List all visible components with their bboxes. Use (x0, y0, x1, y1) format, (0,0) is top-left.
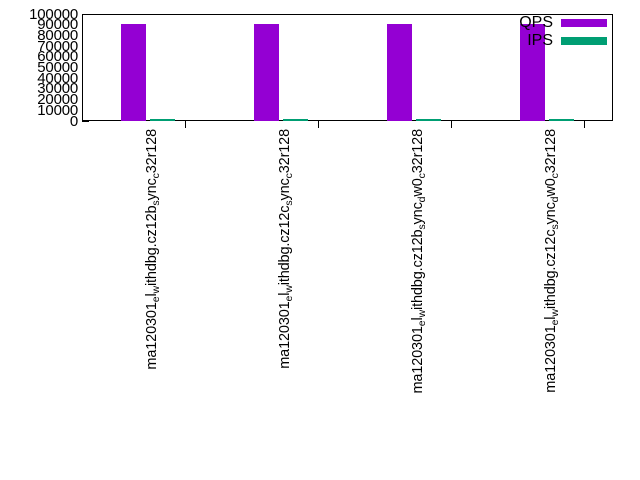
y-tick-mark (82, 121, 89, 122)
y-axis-tick-labels: 0 10000 20000 30000 40000 50000 60000 70000 8000… (0, 0, 78, 480)
legend-item: IPS (503, 32, 611, 50)
y-tick-label: 0 (69, 112, 78, 130)
bar-ips (415, 118, 441, 121)
bar-ips (150, 119, 176, 121)
y-tick-label: 30000 (37, 80, 78, 98)
y-tick-label: 20000 (37, 91, 78, 109)
x-category-label: ma120301elwithdbg.cz12csyncdw0c32r128 (542, 129, 561, 393)
x-category-label: ma120301elwithdbg.cz12bsyncc32r128 (144, 129, 162, 370)
legend-item: QPS (503, 14, 611, 32)
chart-legend: QPS IPS (503, 14, 611, 50)
bar-qps (121, 24, 147, 121)
y-tick-label: 40000 (37, 69, 78, 87)
bar-qps (254, 23, 280, 121)
y-tick-label: 90000 (37, 16, 78, 34)
x-tick-mark (583, 121, 585, 128)
legend-color-swatch (561, 37, 607, 45)
y-tick-label: 50000 (37, 59, 78, 76)
bar-ips (548, 119, 574, 121)
y-tick-label: 10000 (37, 101, 78, 119)
bar-qps (519, 23, 545, 121)
y-tick-label: 100000 (29, 5, 78, 23)
y-tick-label: 60000 (37, 48, 78, 66)
legend-color-swatch (561, 19, 607, 27)
x-category-label: ma120301elwithdbg.cz12bsyncdw0c32r128 (409, 129, 428, 394)
x-tick-mark (185, 121, 187, 128)
bar-qps (386, 24, 412, 121)
x-category-label: ma120301elwithdbg.cz12csyncc32r128 (277, 129, 295, 369)
x-tick-mark (450, 121, 452, 128)
legend-label: QPS (519, 14, 553, 31)
bar-ips (283, 118, 309, 121)
y-tick-label: 70000 (37, 37, 78, 55)
legend-label: IPS (527, 32, 553, 49)
x-tick-mark (318, 121, 320, 128)
y-tick-label: 80000 (37, 26, 78, 44)
